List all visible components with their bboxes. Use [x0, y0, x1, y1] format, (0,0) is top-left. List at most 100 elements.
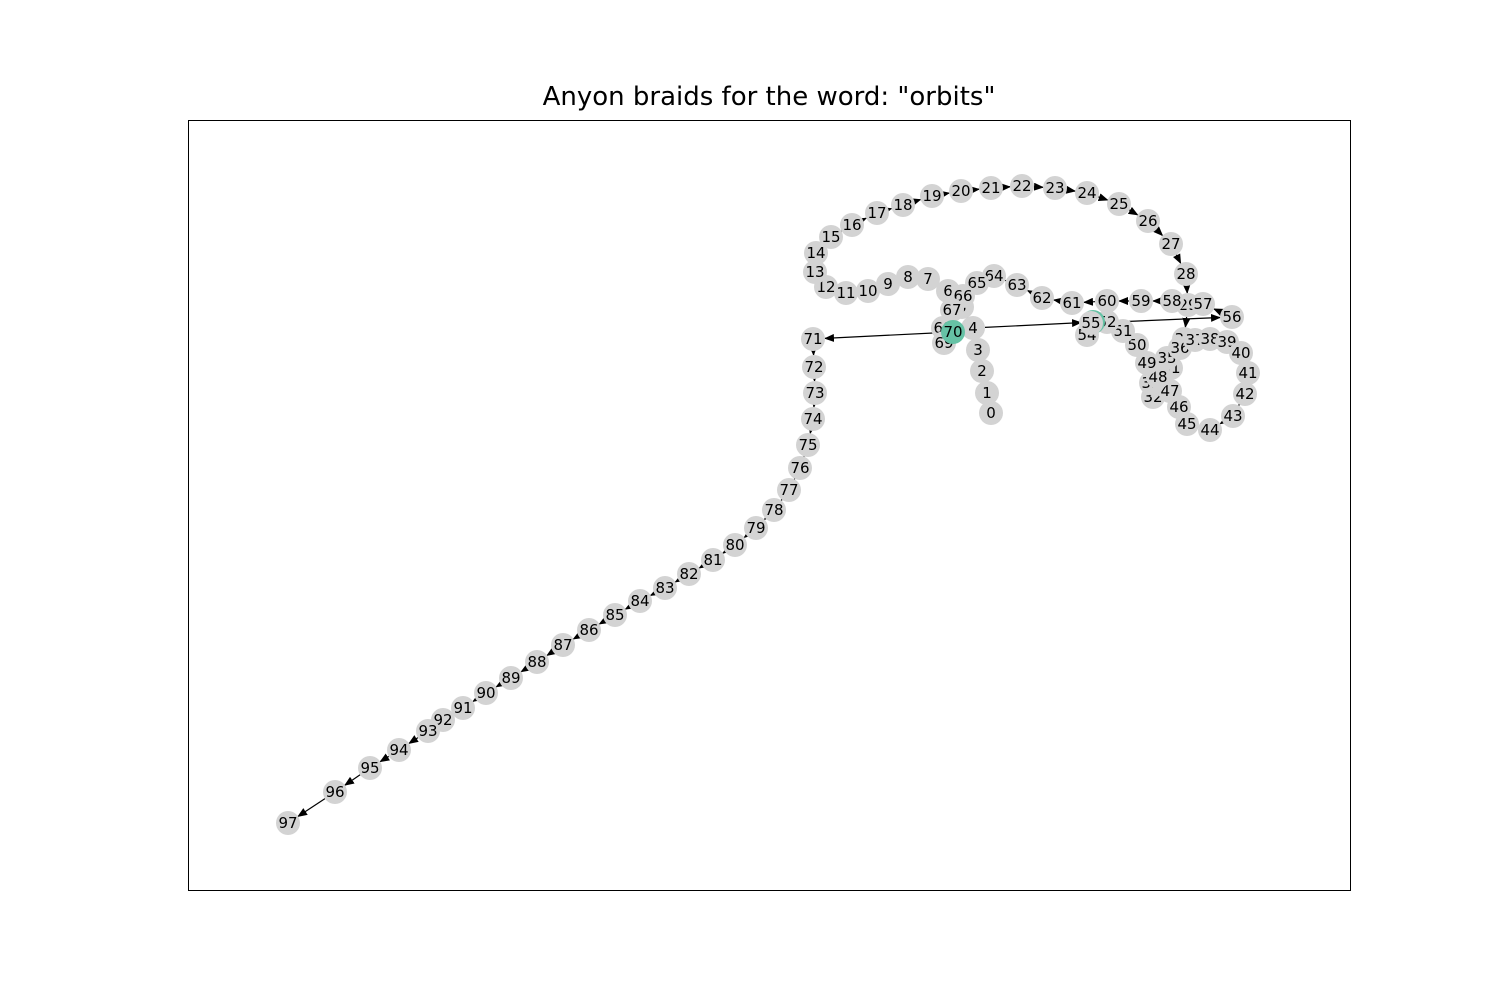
node-label: 14 [806, 244, 825, 262]
nodes-layer: 0123456789101112131415161718192021222324… [276, 174, 1260, 835]
node-label: 9 [883, 275, 893, 293]
node-label: 18 [893, 196, 912, 214]
edge-85-86 [599, 621, 604, 624]
edge-89-90 [496, 684, 500, 687]
edge-17-18 [888, 209, 891, 210]
node-label: 93 [418, 722, 437, 740]
node-71: 71 [801, 327, 825, 351]
node-88: 88 [525, 650, 549, 674]
edge-43-44 [1220, 422, 1222, 424]
node-label: 72 [804, 358, 823, 376]
node-42: 42 [1233, 382, 1257, 406]
node-label: 95 [360, 759, 379, 777]
node-label: 87 [553, 636, 572, 654]
edge-18-19 [914, 200, 920, 202]
node-93: 93 [416, 719, 440, 743]
node-77: 77 [777, 478, 801, 502]
edge-27-28 [1176, 255, 1180, 264]
node-16: 16 [840, 213, 864, 237]
node-44: 44 [1198, 418, 1222, 442]
node-label: 58 [1162, 292, 1181, 310]
node-label: 7 [923, 270, 933, 288]
node-label: 26 [1138, 212, 1157, 230]
node-74: 74 [801, 407, 825, 431]
edge-25-26 [1129, 210, 1137, 215]
node-24: 24 [1075, 181, 1099, 205]
node-label: 15 [821, 228, 840, 246]
node-90: 90 [474, 681, 498, 705]
node-56: 56 [1220, 305, 1244, 329]
node-label: 91 [453, 699, 472, 717]
node-25: 25 [1107, 192, 1131, 216]
node-label: 96 [325, 783, 344, 801]
node-15: 15 [819, 225, 843, 249]
edge-62-63 [1028, 291, 1032, 293]
node-label: 10 [858, 282, 877, 300]
node-label: 84 [630, 592, 649, 610]
node-94: 94 [387, 738, 411, 762]
edge-19-20 [944, 193, 949, 194]
node-label: 60 [1097, 292, 1116, 310]
node-70: 70 [941, 320, 965, 344]
node-label: 71 [803, 330, 822, 348]
node-label: 43 [1223, 407, 1242, 425]
node-26: 26 [1136, 209, 1160, 233]
node-label: 75 [798, 436, 817, 454]
node-label: 85 [605, 606, 624, 624]
node-label: 89 [501, 669, 520, 687]
node-95: 95 [358, 756, 382, 780]
node-label: 74 [803, 410, 822, 428]
node-59: 59 [1129, 289, 1153, 313]
node-label: 80 [725, 536, 744, 554]
edge-60-61 [1084, 302, 1095, 303]
edge-96-97 [298, 799, 325, 817]
node-label: 62 [1032, 289, 1051, 307]
node-86: 86 [577, 618, 601, 642]
node-72: 72 [802, 355, 826, 379]
node-79: 79 [744, 516, 768, 540]
node-label: 77 [779, 481, 798, 499]
edge-61-62 [1054, 300, 1060, 301]
edge-82-83 [675, 580, 678, 582]
node-3: 3 [966, 338, 990, 362]
node-78: 78 [762, 498, 786, 522]
edge-4-53 [985, 323, 1081, 328]
node-label: 2 [977, 362, 987, 380]
edge-70-71 [825, 333, 941, 339]
edge-20-21 [973, 189, 979, 190]
node-0: 0 [979, 401, 1003, 425]
node-57: 57 [1191, 292, 1215, 316]
node-label: 20 [951, 182, 970, 200]
node-83: 83 [653, 576, 677, 600]
node-label: 88 [527, 653, 546, 671]
node-label: 56 [1222, 308, 1241, 326]
node-label: 57 [1193, 295, 1212, 313]
edge-84-85 [625, 607, 629, 609]
node-label: 76 [790, 459, 809, 477]
node-label: 3 [973, 341, 983, 359]
node-22: 22 [1010, 174, 1034, 198]
node-1: 1 [975, 381, 999, 405]
node-4: 4 [961, 316, 985, 340]
node-80: 80 [723, 533, 747, 557]
node-label: 81 [703, 551, 722, 569]
edge-86-87 [573, 636, 578, 639]
node-label: 82 [679, 565, 698, 583]
node-label: 78 [764, 501, 783, 519]
node-label: 83 [655, 579, 674, 597]
node-label: 1 [982, 384, 992, 402]
node-55: 55 [1079, 311, 1103, 335]
edge-94-95 [380, 756, 389, 761]
node-label: 42 [1235, 385, 1254, 403]
node-89: 89 [499, 666, 523, 690]
node-20: 20 [949, 179, 973, 203]
node-85: 85 [603, 603, 627, 627]
node-21: 21 [979, 176, 1003, 200]
node-87: 87 [551, 633, 575, 657]
node-10: 10 [856, 279, 880, 303]
node-label: 13 [805, 263, 824, 281]
node-label: 41 [1238, 364, 1257, 382]
node-43: 43 [1221, 404, 1245, 428]
node-label: 49 [1137, 354, 1156, 372]
